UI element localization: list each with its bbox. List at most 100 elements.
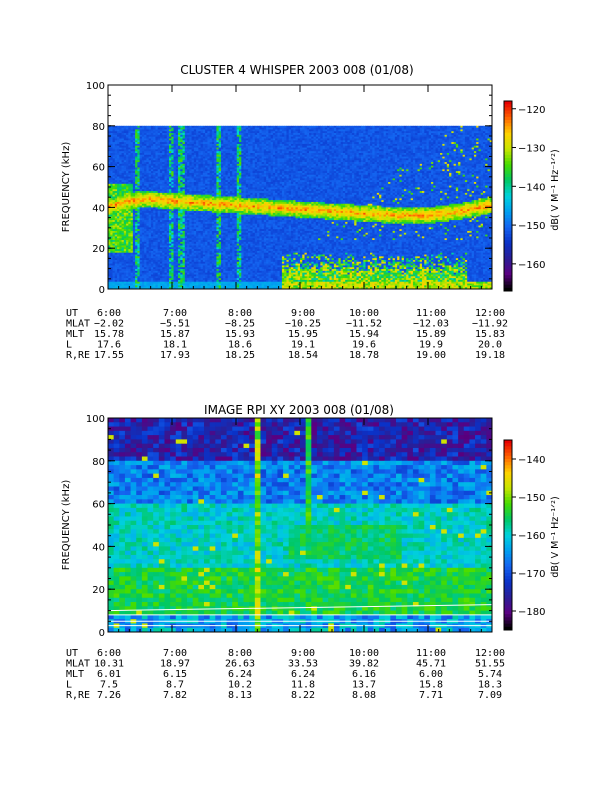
heatmap-cell xyxy=(451,143,454,147)
heatmap-cell xyxy=(166,127,170,130)
heatmap-cell xyxy=(482,129,486,132)
heatmap-cell xyxy=(275,138,278,141)
heatmap-cell xyxy=(480,134,484,138)
heatmap-cell xyxy=(336,176,339,179)
heatmap-cell xyxy=(376,158,380,161)
heatmap-cell xyxy=(162,142,165,145)
heatmap-cell xyxy=(148,145,152,148)
heatmap-cell xyxy=(218,160,222,163)
heatmap-cell xyxy=(209,163,213,167)
heatmap-cell xyxy=(234,138,238,141)
heatmap-cell xyxy=(442,167,445,170)
heatmap-cell xyxy=(485,142,488,145)
heatmap-cell xyxy=(435,127,439,130)
heatmap-cell xyxy=(157,171,161,174)
heatmap-cell xyxy=(322,154,326,158)
heatmap-cell xyxy=(406,136,409,139)
heatmap-cell xyxy=(126,162,129,165)
heatmap-cell xyxy=(480,165,484,168)
heatmap-cell xyxy=(347,138,351,141)
heatmap-cell xyxy=(406,147,409,150)
heatmap-cell xyxy=(462,176,466,179)
heatmap-cell xyxy=(342,153,346,156)
heatmap-cell xyxy=(476,167,479,170)
heatmap-cell xyxy=(419,147,423,150)
heatmap-cell xyxy=(202,172,206,176)
heatmap-cell xyxy=(440,142,443,145)
heatmap-cell xyxy=(426,156,430,159)
heatmap-cell xyxy=(261,133,265,136)
heatmap-cell xyxy=(141,163,145,167)
heatmap-cell xyxy=(250,134,253,138)
heatmap-cell xyxy=(363,129,366,132)
heatmap-cell xyxy=(175,169,179,172)
heatmap-cell xyxy=(388,176,391,179)
heatmap-cell xyxy=(239,162,242,165)
heatmap-cell xyxy=(482,138,486,141)
heatmap-cell xyxy=(241,145,244,148)
heatmap-cell xyxy=(338,171,342,174)
heatmap-cell xyxy=(229,172,233,176)
heatmap-cell xyxy=(250,143,253,147)
heatmap-cell xyxy=(112,167,116,170)
heatmap-cell xyxy=(426,138,430,141)
heatmap-cell xyxy=(153,169,156,172)
heatmap-cell xyxy=(383,176,387,179)
heatmap-cell xyxy=(239,174,242,177)
heatmap-cell xyxy=(261,172,265,176)
heatmap-cell xyxy=(268,131,272,134)
heatmap-cell xyxy=(453,143,457,147)
heatmap-cell xyxy=(261,136,265,139)
heatmap-cell xyxy=(250,178,253,181)
heatmap-cell xyxy=(211,147,215,150)
heatmap-cell xyxy=(281,134,285,138)
heatmap-cell xyxy=(406,145,409,148)
heatmap-cell xyxy=(108,163,111,167)
heatmap-cell xyxy=(128,142,131,145)
heatmap-cell xyxy=(453,138,457,141)
heatmap-cell xyxy=(309,160,312,163)
heatmap-cell xyxy=(157,169,161,172)
heatmap-cell xyxy=(245,149,249,152)
heatmap-cell xyxy=(196,160,199,163)
heatmap-cell xyxy=(342,174,346,177)
heatmap-cell xyxy=(453,136,457,139)
heatmap-cell xyxy=(223,145,226,148)
heatmap-cell xyxy=(331,138,335,141)
heatmap-cell xyxy=(458,176,461,179)
heatmap-cell xyxy=(248,154,251,158)
heatmap-cell xyxy=(379,149,382,152)
heatmap-cell xyxy=(178,142,181,145)
heatmap-cell xyxy=(485,147,488,150)
heatmap-cell xyxy=(345,167,348,170)
heatmap-cell xyxy=(241,125,244,129)
heatmap-cell xyxy=(471,158,475,161)
heatmap-cell xyxy=(408,174,412,177)
heatmap-cell xyxy=(288,138,292,141)
heatmap-cell xyxy=(248,142,251,145)
heatmap-cell xyxy=(166,140,170,143)
heatmap-cell xyxy=(435,147,439,150)
heatmap-cell xyxy=(399,136,403,139)
heatmap-cell xyxy=(324,142,328,145)
heatmap-cell xyxy=(234,154,238,158)
heatmap-cell xyxy=(108,153,111,156)
heatmap-cell xyxy=(304,153,308,156)
heatmap-cell xyxy=(166,142,170,145)
heatmap-cell xyxy=(304,169,308,172)
heatmap-cell xyxy=(426,174,430,177)
heatmap-cell xyxy=(173,149,177,152)
heatmap-cell xyxy=(410,147,414,150)
heatmap-cell xyxy=(408,154,412,158)
heatmap-cell xyxy=(311,160,314,163)
heatmap-cell xyxy=(388,125,391,129)
heatmap-cell xyxy=(135,169,138,172)
heatmap-cell xyxy=(340,133,344,136)
heatmap-cell xyxy=(248,125,251,129)
heatmap-cell xyxy=(112,174,116,177)
heatmap-cell xyxy=(367,151,371,154)
heatmap-cell xyxy=(338,134,342,138)
heatmap-cell xyxy=(126,134,129,138)
heatmap-cell xyxy=(329,174,333,177)
heatmap-cell xyxy=(367,140,371,143)
